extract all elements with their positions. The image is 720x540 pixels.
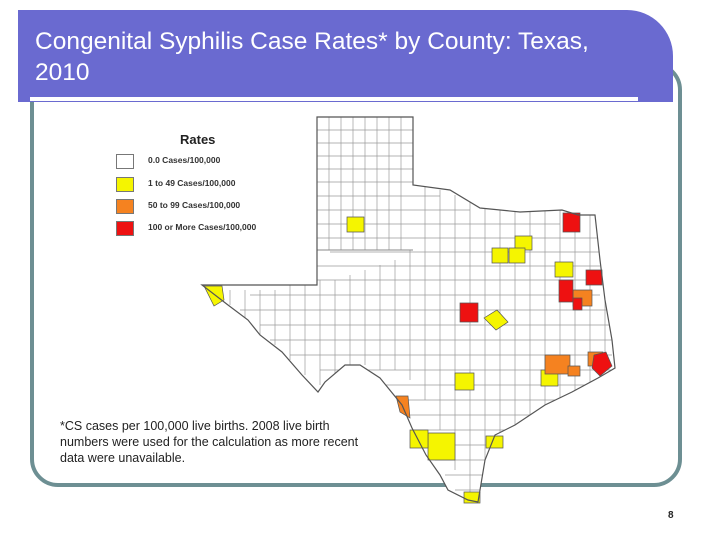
county-red-jefferson (591, 351, 613, 377)
footnote: *CS cases per 100,000 live births. 2008 … (60, 419, 359, 465)
legend-swatch-red (116, 221, 134, 236)
county-yellow-bexar (454, 372, 475, 391)
county-red-bowie (562, 212, 581, 233)
county-boundaries (229, 117, 612, 500)
counties-rate-1-to-49 (203, 216, 574, 504)
legend-swatch-orange (116, 199, 134, 214)
county-yellow-ne1 (514, 235, 533, 251)
legend-swatch-white (116, 154, 134, 169)
county-orange-houston (544, 354, 571, 375)
county-yellow-ne4 (554, 261, 574, 278)
legend-label: 0.0 Cases/100,000 (148, 155, 221, 165)
legend-label: 100 or More Cases/100,000 (148, 222, 257, 232)
county-yellow-south1 (427, 432, 456, 461)
title-underline (30, 97, 638, 101)
county-red-ne3 (572, 297, 583, 311)
legend-title: Rates (180, 132, 216, 147)
county-orange-gulf (567, 365, 581, 377)
county-red-ne2 (558, 279, 574, 303)
county-yellow-south2 (409, 429, 429, 449)
legend-label: 50 to 99 Cases/100,000 (148, 200, 241, 210)
slide-title: Congenital Syphilis Case Rates* by Count… (35, 28, 589, 86)
county-yellow-ne2 (491, 247, 509, 264)
counties-rate-100-plus (459, 212, 613, 377)
county-yellow-panhandle (346, 216, 365, 233)
county-yellow-ne3 (508, 247, 526, 264)
county-yellow-nueces (485, 435, 504, 449)
county-yellow-central (483, 309, 509, 331)
legend-swatch-yellow (116, 177, 134, 192)
county-red-tarrant (459, 302, 479, 323)
title-bar (18, 10, 673, 102)
slide-number: 8 (668, 510, 674, 521)
county-red-ne1 (585, 269, 603, 286)
legend-label: 1 to 49 Cases/100,000 (148, 178, 236, 188)
